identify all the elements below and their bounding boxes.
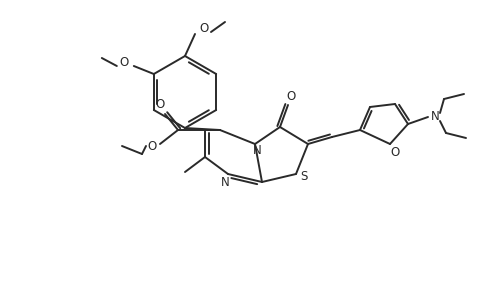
Text: N: N [253, 145, 261, 157]
Text: O: O [286, 90, 296, 102]
Text: O: O [156, 98, 165, 112]
Text: N: N [221, 175, 229, 189]
Text: O: O [199, 22, 209, 36]
Text: O: O [119, 56, 128, 69]
Text: N: N [431, 110, 440, 124]
Text: O: O [147, 140, 156, 152]
Text: O: O [390, 145, 399, 159]
Text: S: S [300, 169, 308, 182]
